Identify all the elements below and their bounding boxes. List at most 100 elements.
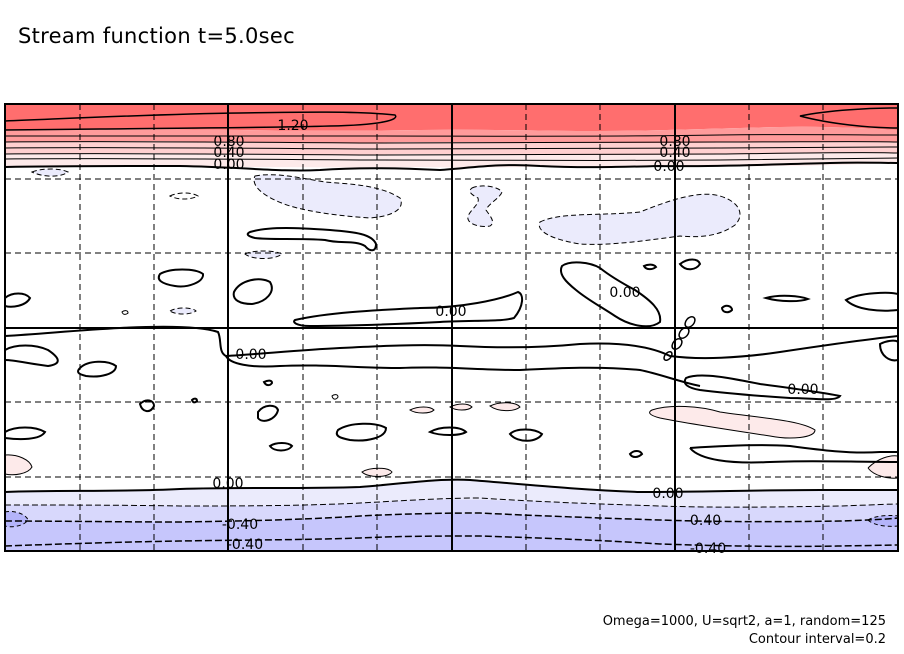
zero-island-25 <box>121 310 129 315</box>
contour-label: 0.00 <box>213 157 244 173</box>
zero-island-8 <box>642 263 658 271</box>
contour-label: -0.40 <box>222 517 258 533</box>
contour-label: 0.80 <box>213 134 244 150</box>
zero-chain-3 <box>671 337 683 351</box>
contour-0-00-top <box>5 161 898 172</box>
neg-patch-1 <box>254 174 402 218</box>
zero-island-15 <box>257 404 280 422</box>
contour-label: 0.00 <box>435 304 466 320</box>
zero-chain-2 <box>678 326 690 340</box>
zero-island-19 <box>508 428 544 442</box>
contour-label: 0.00 <box>609 285 640 301</box>
pos-patch-7 <box>490 402 520 411</box>
contour-label: 0.80 <box>659 134 690 150</box>
zero-island-4 <box>5 292 32 308</box>
zero-island-22 <box>262 379 274 387</box>
contour-neg-0-60 <box>5 535 898 548</box>
zero-island-23 <box>190 397 199 404</box>
zero-island-1 <box>246 227 378 252</box>
pos-patch-6 <box>450 404 472 410</box>
pos-contour-2 <box>5 454 33 476</box>
zero-island-10 <box>844 291 898 312</box>
pos-patch-5 <box>410 407 434 413</box>
zero-island-13 <box>77 360 118 378</box>
zero-island-7 <box>678 258 702 271</box>
contour-label: 0.40 <box>213 145 244 161</box>
pos-contour-5 <box>409 406 435 414</box>
zero-island-17 <box>335 422 388 442</box>
dash-contour-4 <box>30 168 69 177</box>
contour-label: 0.00 <box>212 476 243 492</box>
dash-contour-2 <box>538 193 741 245</box>
zero-island-12 <box>5 344 59 368</box>
contour-0-00-wave2 <box>689 447 898 464</box>
zero-island-24 <box>331 394 339 400</box>
contour-neg-blob-right-b <box>867 519 898 527</box>
zero-island-2 <box>157 268 204 288</box>
contour-neg-blob-right <box>867 515 898 521</box>
contour-label: 0.00 <box>787 382 818 398</box>
chart-title: Stream function t=5.0sec <box>18 24 295 48</box>
zero-island-18 <box>427 426 468 436</box>
footer-interval: Contour interval=0.2 <box>748 632 886 647</box>
zero-island-11 <box>720 304 734 314</box>
neg-patch-2 <box>539 194 740 245</box>
contour-0-80 <box>5 141 898 144</box>
pos-contour-6 <box>449 403 473 411</box>
contour-1-20-right <box>799 107 898 129</box>
grid-solid <box>5 104 898 551</box>
contour-label: -0.40 <box>685 513 721 529</box>
contour-0-20 <box>5 157 898 161</box>
zero-island-3 <box>232 278 273 306</box>
contour-0-00-wave <box>689 444 898 454</box>
zero-island-16 <box>5 426 47 441</box>
pos-contour-7 <box>489 402 521 412</box>
neg-blob-left <box>5 511 28 527</box>
contour-label: 0.40 <box>659 145 690 161</box>
dash-contour-6 <box>169 307 197 315</box>
pos-patch-2 <box>5 454 32 475</box>
zero-island-20 <box>628 450 644 458</box>
zero-island-6 <box>560 261 662 328</box>
zero-island-9 <box>762 294 811 303</box>
contour-neg-blob-left <box>5 511 29 528</box>
zero-island-21 <box>268 442 294 452</box>
neg-patch-6 <box>170 308 196 314</box>
pos-patch-4 <box>362 468 392 477</box>
contour-neg-0-20 <box>5 497 898 508</box>
contour-0-40 <box>5 152 898 156</box>
contour-0-00-lower <box>683 374 842 401</box>
dash-contour-3 <box>467 185 503 227</box>
contour-0-00-right <box>878 339 898 362</box>
dash-contour-1 <box>253 174 402 219</box>
neg-patch-4 <box>32 169 68 177</box>
contour-label: 0.00 <box>652 486 683 502</box>
contour-label: -0.40 <box>690 541 726 557</box>
pos-patch-1 <box>649 406 815 438</box>
pos-contour-1 <box>649 405 816 439</box>
contour-labels: 1.200.800.400.000.800.400.000.000.000.00… <box>212 118 818 557</box>
dash-contour-7 <box>168 192 199 200</box>
contour-label: 1.20 <box>277 118 308 134</box>
contour-1-00 <box>5 134 898 137</box>
contour-0-00-bottom <box>5 478 898 494</box>
pos-contour-3 <box>867 455 898 469</box>
neg-patch-5 <box>245 251 282 259</box>
contour-lines <box>5 107 898 548</box>
pos-patch-3 <box>868 455 898 479</box>
dash-contour-5 <box>244 250 283 259</box>
pos-contour-3b <box>867 467 898 479</box>
corner-blob <box>800 105 898 128</box>
pos-contour-4 <box>361 467 393 477</box>
neg-patch-3 <box>467 185 502 227</box>
contour-neg-0-40 <box>5 512 898 523</box>
contour-0-00-mid2 <box>225 355 701 387</box>
contour-0-60 <box>5 146 898 150</box>
plot-frame <box>4 103 899 552</box>
zero-island-5 <box>293 290 524 328</box>
footer-params: Omega=1000, U=sqrt2, a=1, random=125 <box>602 614 886 629</box>
zero-chain-1 <box>684 315 696 329</box>
zero-island-14 <box>138 399 156 412</box>
contour-label: -0.40 <box>227 537 263 553</box>
